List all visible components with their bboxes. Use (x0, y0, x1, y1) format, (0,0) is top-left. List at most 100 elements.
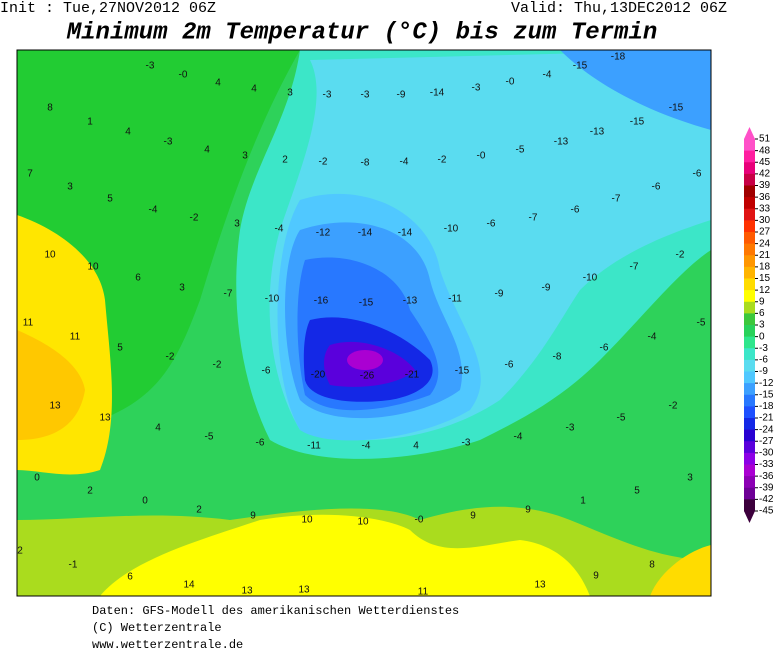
temperature-label: 5 (634, 486, 640, 497)
colorbar-label: -18 (759, 401, 774, 412)
footer-line: www.wetterzentrale.de (92, 638, 243, 648)
colorbar-segment (744, 325, 755, 338)
temperature-label: -14 (430, 88, 445, 99)
colorbar-label: 18 (759, 262, 771, 273)
temperature-label: -14 (358, 228, 373, 239)
temperature-label: 13 (298, 585, 310, 596)
temperature-label: -7 (224, 289, 233, 300)
temperature-label: -4 (149, 205, 158, 216)
colorbar-label: 39 (759, 180, 771, 191)
temperature-label: -0 (506, 77, 515, 88)
temperature-label: -6 (262, 366, 271, 377)
colorbar-segment (744, 197, 755, 210)
temperature-label: 10 (357, 517, 369, 528)
temperature-label: 0 (34, 473, 40, 484)
footer-line: (C) Wetterzentrale (92, 621, 222, 635)
colorbar-label: 33 (759, 203, 771, 214)
colorbar-label: 6 (759, 308, 765, 319)
temperature-label: -13 (403, 296, 418, 307)
colorbar-label: -45 (759, 506, 774, 517)
colorbar-segment (744, 313, 755, 326)
temperature-label: 6 (135, 273, 141, 284)
temperature-field (17, 50, 711, 596)
temperature-label: 13 (49, 401, 61, 412)
colorbar-segment (744, 452, 755, 465)
colorbar-label: -24 (759, 424, 774, 435)
colorbar-segment (744, 220, 755, 233)
temperature-label: -0 (477, 151, 486, 162)
temperature-label: 2 (282, 155, 288, 166)
temperature-label: -11 (307, 441, 321, 452)
temperature-label: -2 (319, 157, 328, 168)
colorbar-label: -21 (759, 413, 774, 424)
temperature-label: 3 (67, 182, 73, 193)
colorbar-segment (744, 406, 755, 419)
temperature-label: -4 (275, 224, 284, 235)
temperature-label: -26 (360, 371, 375, 382)
colorbar-label: 21 (759, 250, 771, 261)
temperature-label: 1 (580, 496, 586, 507)
colorbar-label: -12 (759, 378, 774, 389)
temperature-label: -18 (611, 52, 626, 63)
temperature-label: -21 (405, 370, 420, 381)
colorbar-segment (744, 301, 755, 314)
colorbar-label: -3 (759, 343, 768, 354)
colorbar-segment (744, 371, 755, 384)
colorbar-label: 27 (759, 227, 771, 238)
colorbar-segment (744, 185, 755, 198)
colorbar-segment (744, 464, 755, 477)
colorbar-segment (744, 232, 755, 245)
temperature-label: 8 (47, 103, 53, 114)
colorbar-label: -6 (759, 355, 768, 366)
colorbar-segment (744, 487, 755, 500)
temperature-label: -15 (630, 117, 645, 128)
temperature-label: 10 (301, 515, 313, 526)
temperature-label: 4 (215, 78, 221, 89)
temperature-label: 13 (99, 413, 111, 424)
colorbar-label: 48 (759, 145, 771, 156)
temperature-label: -13 (554, 137, 569, 148)
temperature-label: 5 (107, 194, 113, 205)
temperature-label: 8 (649, 560, 655, 571)
temperature-label: -3 (462, 438, 471, 449)
temperature-label: -12 (316, 228, 331, 239)
map-title: Minimum 2m Temperatur (°C) bis zum Termi… (66, 19, 658, 46)
temperature-label: 3 (234, 219, 240, 230)
colorbar-cap (744, 127, 755, 139)
temperature-label: -6 (487, 219, 496, 230)
temperature-label: -7 (630, 262, 639, 273)
temperature-label: -4 (543, 70, 552, 81)
colorbar-label: -42 (759, 494, 774, 505)
temperature-label: -7 (612, 194, 621, 205)
colorbar-segment (744, 150, 755, 163)
temperature-label: -9 (542, 283, 551, 294)
temperature-label: -15 (669, 103, 684, 114)
temperature-label: -3 (566, 423, 575, 434)
temperature-label: 4 (204, 145, 210, 156)
temperature-label: -2 (213, 360, 222, 371)
map-frame (16, 49, 712, 597)
colorbar-label: 51 (759, 134, 771, 145)
temperature-label: -2 (190, 213, 199, 224)
temperature-label: -3 (164, 137, 173, 148)
colorbar-label: 12 (759, 285, 771, 296)
temperature-label: -5 (697, 318, 706, 329)
temperature-label: 13 (534, 580, 546, 591)
colorbar-segment (744, 290, 755, 303)
colorbar-segment (744, 278, 755, 291)
temperature-label: -8 (553, 352, 562, 363)
colorbar-segment (744, 383, 755, 396)
colorbar-label: -9 (759, 366, 768, 377)
temperature-label: 4 (155, 423, 161, 434)
temperature-label: 2 (87, 486, 93, 497)
temperature-label: 2 (17, 546, 23, 557)
temperature-label: 7 (27, 169, 33, 180)
temperature-label: -10 (265, 294, 280, 305)
colorbar-segment (744, 139, 755, 152)
colorbar-segment (744, 418, 755, 431)
temperature-label: 11 (418, 587, 429, 598)
colorbar-segment (744, 429, 755, 442)
temperature-label: -3 (361, 90, 370, 101)
init-time: Init : Tue,27NOV2012 06Z (0, 0, 216, 17)
